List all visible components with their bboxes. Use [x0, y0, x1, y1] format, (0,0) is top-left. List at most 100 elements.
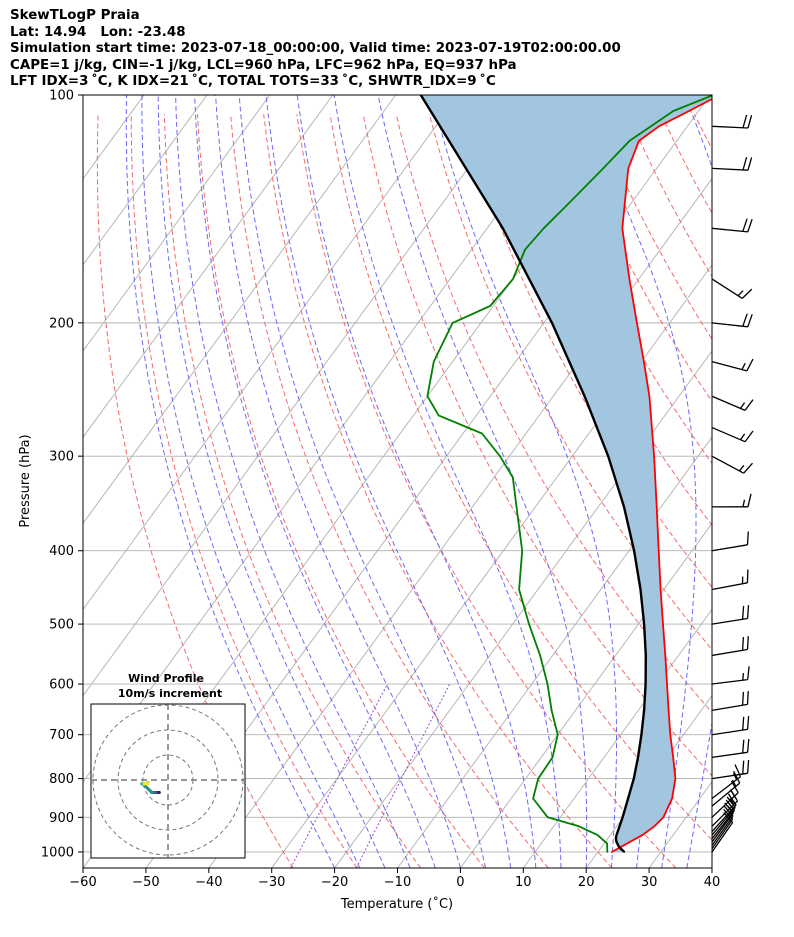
dewpoint-point [433, 360, 435, 363]
wind-barb [711, 278, 753, 299]
dry-adiabat [130, 114, 358, 868]
wind-barb [711, 636, 749, 657]
dewpoint-point [550, 709, 553, 712]
dewpoint-point [481, 432, 483, 435]
parcel-point [615, 834, 618, 836]
dewpoint-point [499, 455, 501, 458]
isotherm-line [83, 95, 522, 697]
parcel-point [615, 837, 617, 840]
dry-adiabat [329, 114, 712, 841]
temperature-line [611, 97, 712, 853]
wind-barb-flag [731, 779, 737, 787]
chart-title: SkewTLogP Praia [10, 8, 140, 23]
wind-barb-shaft [711, 804, 737, 833]
wind-barb [711, 426, 754, 443]
cape-shading [420, 95, 712, 852]
wind-barb-flag [742, 760, 745, 775]
dewpoint-point [602, 167, 604, 170]
isotherm-line [397, 436, 712, 868]
isotherm-line [208, 177, 712, 868]
isotherm-line [83, 95, 271, 352]
wind-barb [711, 691, 749, 711]
dewpoint-point [518, 588, 520, 591]
dewpoint-point [528, 623, 530, 625]
wind-barb-shaft [711, 455, 745, 474]
dewpoint-point [512, 476, 514, 479]
dewpoint-point [489, 305, 491, 307]
dewpoint-point [524, 248, 526, 251]
parcel-point [627, 797, 629, 800]
moist-adiabat [238, 95, 487, 868]
chart-header: SkewTLogP Praia Lat: 14.94 Lon: -23.48 Sim… [10, 8, 621, 91]
dewpoint-point [546, 816, 549, 819]
y-tick-label: 300 [49, 450, 74, 465]
wind-barb-flag [741, 691, 745, 706]
wind-barb-flag [741, 362, 746, 370]
moist-adiabat [296, 95, 537, 868]
dewpoint-point [672, 110, 675, 112]
y-tick-label: 800 [49, 772, 74, 787]
wind-barb-flag [742, 218, 748, 232]
temperature-point [662, 816, 665, 819]
wind-barb-shaft [711, 809, 736, 839]
temperature-point [628, 278, 631, 280]
wind-barb-flag [739, 433, 746, 441]
wind-barb-flag [746, 691, 749, 705]
moist-adiabat [157, 95, 386, 868]
temperature-point [653, 455, 655, 458]
location-line: Lat: 14.94 Lon: -23.48 [10, 24, 186, 40]
wind-barb [711, 455, 753, 474]
temperature-point [648, 395, 651, 398]
y-tick-label: 500 [49, 618, 74, 633]
wind-barb-shaft [711, 822, 734, 853]
isotherm-line [585, 694, 712, 868]
parcel-point [639, 588, 642, 591]
wind-barb-flag [746, 759, 750, 774]
parcel-point [607, 455, 609, 458]
wind-barb-flag [747, 115, 753, 129]
temperature-point [636, 322, 638, 324]
isotherm-line [460, 522, 712, 868]
temperature-point [688, 110, 690, 112]
dewpoint-point [578, 825, 580, 828]
x-axis-label: Temperature (˚C) [340, 896, 453, 912]
parcel-point [621, 816, 624, 819]
temperature-point [658, 125, 660, 128]
wind-barb-shaft [711, 751, 748, 759]
dewpoint-point [537, 777, 539, 780]
dewpoint-point [565, 204, 568, 207]
wind-barb-shaft [711, 426, 746, 443]
x-tick-label: −30 [258, 875, 285, 890]
wind-barb-flag [747, 157, 753, 171]
wind-barb-shaft [711, 678, 748, 685]
wind-barb-flag [747, 218, 753, 233]
wind-barb [711, 395, 754, 411]
mixing-ratio-line [290, 683, 389, 868]
temperature-point [662, 623, 664, 625]
y-tick-label: 100 [49, 89, 74, 104]
moist-adiabat [215, 95, 461, 868]
x-tick-label: 40 [704, 875, 721, 890]
temperature-point [621, 227, 624, 230]
x-tick-label: 20 [578, 875, 595, 890]
temperature-point [610, 851, 613, 853]
wind-barb-flag [741, 605, 745, 620]
wind-barb-flag [747, 314, 753, 328]
wind-barb [711, 313, 753, 328]
wind-barb-flag [732, 772, 738, 780]
wind-barb-flag [741, 288, 753, 299]
parcel-point [633, 549, 635, 552]
wind-barb-shaft [711, 395, 746, 411]
parcel-point [644, 683, 647, 685]
time-line: Simulation start time: 2023-07-18_00:00:… [10, 41, 621, 57]
wind-barb-shaft [711, 617, 748, 625]
parcel-point [623, 506, 625, 508]
wind-barb-shaft [711, 227, 748, 233]
isotherm-line [83, 95, 397, 525]
dewpoint-point [532, 797, 534, 800]
parcel-point [551, 322, 553, 324]
dry-adiabat [362, 114, 712, 777]
wind-barb-shaft [711, 728, 748, 736]
x-tick-label: 0 [456, 875, 464, 890]
